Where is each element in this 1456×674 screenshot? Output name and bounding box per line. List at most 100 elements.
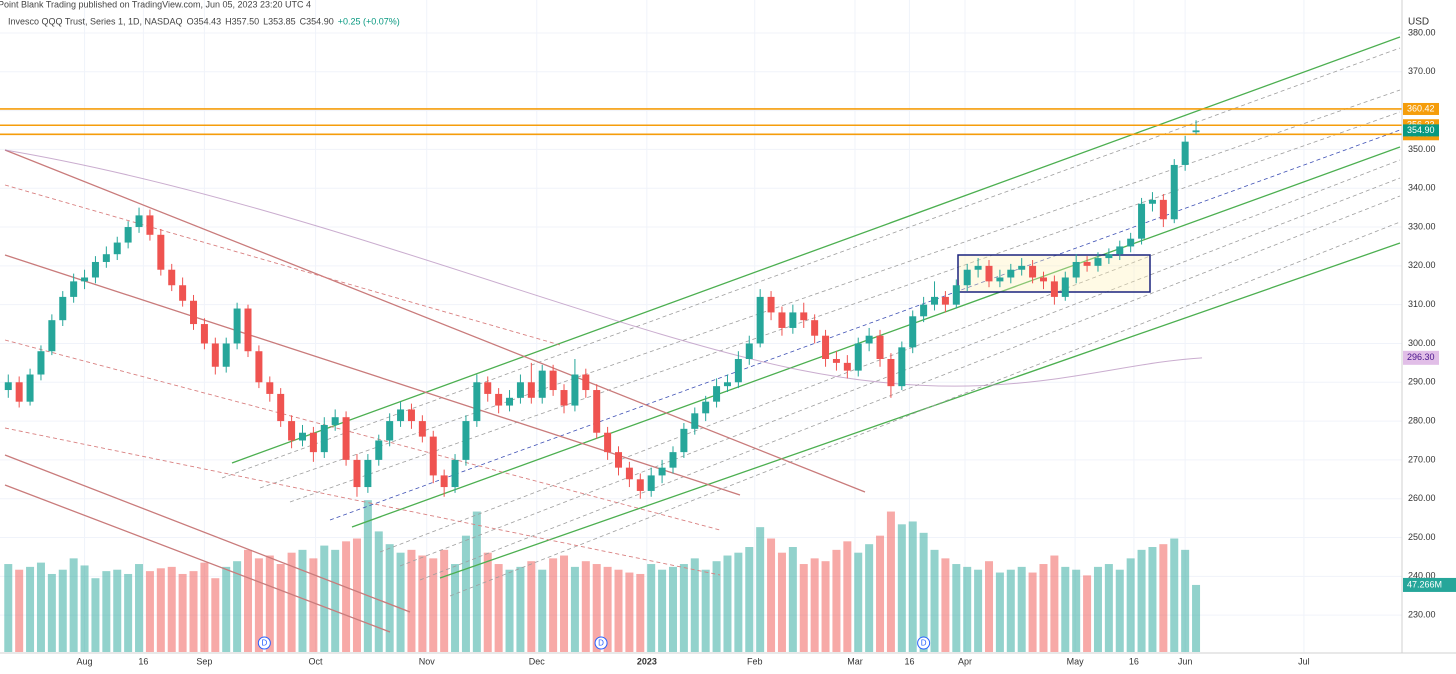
symbol: Invesco QQQ Trust, Series 1, 1D, NASDAQ (8, 16, 183, 26)
x-tick-label: 16 (138, 656, 148, 666)
volume-bar (342, 541, 351, 652)
volume-bar (265, 555, 274, 652)
open: O354.43 (187, 16, 222, 26)
volume-bar (941, 558, 950, 652)
x-tick-label: Feb (747, 656, 763, 666)
candle-body (320, 424, 328, 453)
candle-body (1159, 199, 1167, 220)
grid (0, 0, 1402, 652)
volume-bar (745, 547, 754, 652)
volume-bar (244, 549, 253, 652)
volume-bar (723, 555, 732, 652)
volume-bar (963, 566, 972, 652)
candle-body (941, 296, 949, 305)
candle-body (1116, 246, 1124, 255)
candle-body (407, 409, 415, 422)
volume-bar (614, 569, 623, 652)
channel-dash (399, 177, 1401, 567)
volume-bar (1126, 558, 1135, 652)
volume-bar (701, 569, 710, 652)
volume-bar (538, 569, 547, 652)
volume-bar (233, 561, 242, 652)
down-channel-dash (4, 427, 721, 576)
volume-bar (832, 549, 841, 652)
candle-body (854, 343, 862, 371)
volume-bar (276, 564, 285, 652)
x-tick-label: 2023 (637, 656, 657, 666)
volume-bar (167, 566, 176, 652)
volume-bar (1083, 575, 1092, 652)
x-tick-label: Nov (419, 656, 436, 666)
candle-body (255, 351, 263, 383)
volume-label-box (1403, 577, 1456, 592)
candle-body (386, 421, 394, 441)
candle-body (604, 432, 612, 453)
candle-body (952, 285, 960, 305)
y-tick-label: 300.00 (1408, 338, 1436, 348)
volume-bar (472, 511, 481, 652)
y-tick-label: 280.00 (1408, 415, 1436, 425)
candle-body (124, 227, 132, 243)
x-tick-label: Jul (1298, 656, 1310, 666)
volume-bar (69, 558, 78, 652)
candle-body (843, 362, 851, 371)
down-channel-line (4, 149, 866, 493)
event-label: D (598, 639, 604, 648)
down-channel-line (4, 454, 411, 613)
candle-body (244, 308, 252, 352)
y-tick-label: 310.00 (1408, 299, 1436, 309)
volume-bar (712, 561, 721, 652)
candle-body (26, 374, 34, 402)
event-label: D (921, 639, 927, 648)
candle-body (91, 261, 99, 278)
x-tick-label: Mar (847, 656, 863, 666)
y-tick-label: 350.00 (1408, 144, 1436, 154)
volume-bar (505, 569, 514, 652)
candle-body (353, 459, 361, 488)
volume-bar (156, 568, 165, 652)
candle-body (113, 242, 121, 255)
volume-bar (865, 544, 874, 652)
volume-bar (843, 541, 852, 652)
candle-body (495, 393, 503, 406)
y-tick-label: 340.00 (1408, 183, 1436, 193)
candle-body (723, 382, 731, 387)
y-tick-label: 320.00 (1408, 260, 1436, 270)
volume-bar (135, 564, 144, 652)
candle-body (1094, 258, 1102, 266)
volume-bar (451, 564, 460, 652)
channel-dash (379, 159, 1401, 553)
volume-bar (494, 564, 503, 652)
last-price-label: 354.90 (1407, 125, 1435, 135)
volume-bar (483, 552, 492, 652)
candle-body (898, 347, 906, 387)
candle-body (440, 475, 448, 488)
candle-body (756, 296, 764, 344)
candle-body (996, 277, 1004, 282)
candle-body (658, 467, 666, 476)
candle-body (15, 382, 23, 402)
candle-body (745, 343, 753, 359)
channel-line (351, 146, 1401, 528)
volume-bar (396, 552, 405, 652)
channel-dash (259, 89, 1401, 489)
candle-body (1039, 277, 1047, 282)
volume-bar (1017, 566, 1026, 652)
channel-dash (289, 111, 1401, 503)
candle-body (222, 343, 230, 367)
y-tick-label: 260.00 (1408, 493, 1436, 503)
volume-bar (668, 566, 677, 652)
candle-body (713, 386, 721, 402)
y-tick-label: 330.00 (1408, 221, 1436, 231)
volume-bar (985, 561, 994, 652)
candle-body (506, 397, 514, 406)
level-label: 360.42 (1407, 103, 1435, 113)
volume-bar (374, 531, 383, 652)
candle-body (680, 428, 688, 453)
volume-bar (200, 562, 209, 652)
candle-body (516, 382, 524, 398)
volume-bar (527, 561, 536, 652)
candle-body (593, 390, 601, 433)
volume-bar (734, 552, 743, 652)
